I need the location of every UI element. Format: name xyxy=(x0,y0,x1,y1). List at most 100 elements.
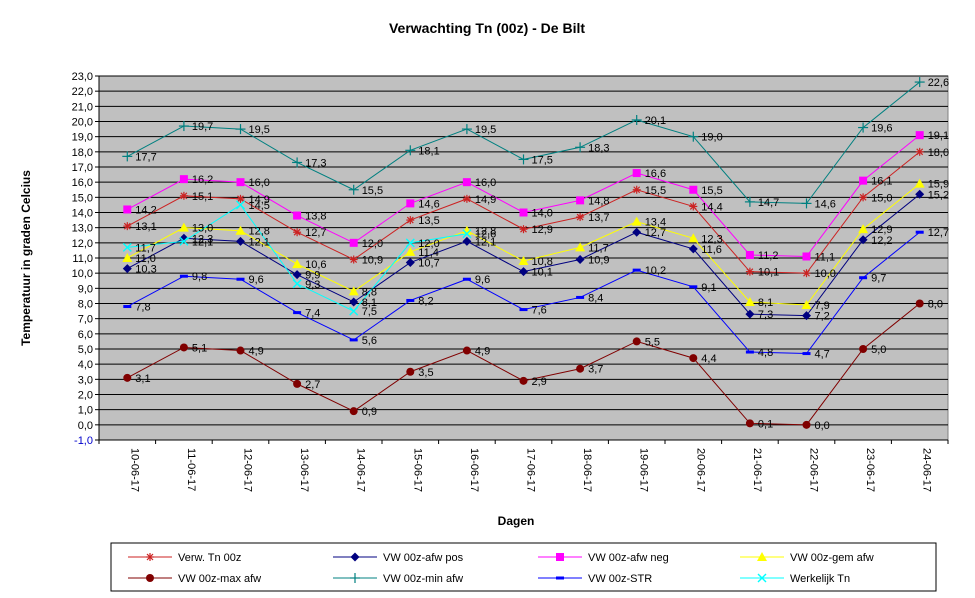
data-point-vw-00z-gem-afw xyxy=(292,259,303,269)
data-label-vw-00z-afw-pos: 10,1 xyxy=(532,267,553,279)
data-point-vw-00z-afw-neg xyxy=(293,211,302,220)
data-point-vw-00z-min-afw xyxy=(575,142,586,153)
data-label-vw-00z-gem-afw: 13,0 xyxy=(192,223,213,235)
data-point-vw-00z-afw-neg xyxy=(406,199,415,208)
data-label-vw-00z-afw-pos: 12,3 xyxy=(192,233,213,245)
x-tick-label: 18-06-17 xyxy=(581,448,593,492)
data-point-vw-00z-gem-afw xyxy=(122,253,133,262)
data-point-vw-00z-afw-pos xyxy=(519,267,528,277)
data-label-verw-tn-00z: 13,7 xyxy=(588,212,609,224)
data-label-vw-00z-afw-neg: 16,0 xyxy=(249,177,270,189)
data-label-verw-tn-00z: 10,9 xyxy=(362,255,383,267)
data-label-vw-00z-afw-pos: 12,2 xyxy=(871,235,892,247)
data-point-vw-00z-min-afw xyxy=(292,157,303,168)
data-point-vw-00z-gem-afw xyxy=(235,225,246,235)
data-point-vw-00z-gem-afw xyxy=(631,216,642,226)
x-tick-label: 24-06-17 xyxy=(921,448,933,492)
data-label-vw-00z-max-afw: 4,4 xyxy=(701,353,716,365)
data-label-werkelijk-tn: 7,5 xyxy=(362,306,377,318)
data-point-vw-00z-afw-pos xyxy=(575,255,585,265)
data-point-vw-00z-min-afw xyxy=(688,131,699,142)
data-point-vw-00z-min-afw xyxy=(348,184,359,195)
data-label-vw-00z-str: 7,6 xyxy=(532,305,547,317)
data-point-vw-00z-afw-neg xyxy=(859,176,868,185)
data-point-vw-00z-afw-pos xyxy=(745,309,755,319)
data-label-vw-00z-afw-neg: 16,2 xyxy=(192,174,213,186)
legend-entry-werkelijk-tn: Werkelijk Tn xyxy=(740,573,850,585)
data-label-vw-00z-afw-neg: 12,0 xyxy=(362,238,383,250)
data-point-vw-00z-str xyxy=(123,305,132,309)
data-point-vw-00z-min-afw xyxy=(178,121,189,132)
x-tick-label: 10-06-17 xyxy=(128,448,140,492)
data-label-vw-00z-afw-pos: 8,1 xyxy=(362,297,377,309)
data-label-vw-00z-gem-afw: 12,8 xyxy=(475,226,496,238)
data-label-vw-00z-str: 7,8 xyxy=(135,302,150,314)
data-point-vw-00z-max-afw xyxy=(123,373,132,382)
data-label-vw-00z-str: 9,6 xyxy=(249,274,264,286)
data-point-vw-00z-min-afw xyxy=(461,124,472,135)
data-label-vw-00z-str: 8,4 xyxy=(588,292,603,304)
data-point-vw-00z-max-afw xyxy=(859,345,868,353)
data-point-vw-00z-min-afw xyxy=(235,124,246,135)
series-verw-tn-00z xyxy=(123,147,924,278)
data-label-vw-00z-str: 4,7 xyxy=(815,349,830,361)
y-tick-label: 16,0 xyxy=(72,177,93,189)
data-point-vw-00z-afw-pos xyxy=(236,236,245,246)
data-label-vw-00z-afw-pos: 10,7 xyxy=(418,258,439,270)
legend-entry-vw-00z-str: VW 00z-STR xyxy=(538,573,652,585)
y-tick-label: 14,0 xyxy=(72,208,93,220)
chart-title: Verwachting Tn (00z) - De Bilt xyxy=(389,20,585,36)
y-tick-label: 9,0 xyxy=(78,283,93,295)
y-tick-label: 11,0 xyxy=(72,253,93,265)
data-point-vw-00z-gem-afw xyxy=(348,286,359,296)
data-point-verw-tn-00z xyxy=(576,213,585,222)
data-label-vw-00z-gem-afw: 8,1 xyxy=(758,297,773,309)
data-label-vw-00z-max-afw: 8,0 xyxy=(928,299,943,311)
data-point-verw-tn-00z xyxy=(745,267,754,276)
data-point-vw-00z-str xyxy=(802,352,811,356)
data-label-verw-tn-00z: 12,7 xyxy=(305,227,326,239)
data-label-vw-00z-gem-afw: 11,4 xyxy=(418,247,439,259)
legend-entry-vw-00z-min-afw: VW 00z-min afw xyxy=(333,573,463,585)
series-layer xyxy=(122,77,925,429)
data-label-vw-00z-str: 9,6 xyxy=(475,274,490,286)
legend-entry-vw-00z-afw-neg: VW 00z-afw neg xyxy=(538,552,669,564)
x-tick-label: 19-06-17 xyxy=(638,448,650,492)
data-point-vw-00z-afw-pos xyxy=(462,236,472,246)
data-point-vw-00z-gem-afw xyxy=(178,222,189,232)
legend xyxy=(110,542,937,592)
data-point-vw-00z-gem-afw xyxy=(858,224,869,234)
data-label-vw-00z-max-afw: 0,9 xyxy=(362,406,377,418)
y-tick-label: 20,0 xyxy=(72,117,93,129)
data-point-vw-00z-afw-neg xyxy=(632,169,641,178)
legend-label: Werkelijk Tn xyxy=(790,573,850,585)
data-label-vw-00z-min-afw: 19,6 xyxy=(871,123,892,135)
data-label-vw-00z-min-afw: 17,7 xyxy=(135,151,156,163)
legend-marker-werkelijk-tn xyxy=(757,573,767,583)
data-point-verw-tn-00z xyxy=(689,202,698,211)
data-label-vw-00z-afw-neg: 16,1 xyxy=(871,176,892,188)
data-label-verw-tn-00z: 10,0 xyxy=(815,268,836,280)
data-point-vw-00z-afw-neg xyxy=(123,205,132,214)
data-point-verw-tn-00z xyxy=(802,269,811,278)
data-point-vw-00z-afw-pos xyxy=(915,189,925,199)
x-tick-label: 17-06-17 xyxy=(525,448,537,492)
data-point-vw-00z-min-afw xyxy=(858,122,869,133)
data-point-vw-00z-afw-neg xyxy=(915,131,924,140)
y-tick-label: 18,0 xyxy=(72,147,93,159)
data-point-verw-tn-00z xyxy=(179,191,188,200)
data-point-werkelijk-tn xyxy=(462,229,472,239)
legend-marker-vw-00z-afw-pos xyxy=(350,552,360,562)
x-axis-ticks: 10-06-17 11-06-17 12-06-17 13-06-17 14-06-17… xyxy=(98,440,949,492)
data-label-vw-00z-afw-neg: 13,8 xyxy=(305,211,326,223)
data-point-vw-00z-min-afw xyxy=(122,151,133,162)
data-point-vw-00z-str xyxy=(519,308,528,312)
data-point-vw-00z-max-afw xyxy=(576,364,585,373)
data-label-vw-00z-afw-pos: 10,9 xyxy=(588,255,609,267)
data-label-vw-00z-max-afw: 5,5 xyxy=(645,336,660,348)
y-tick-label: 15,0 xyxy=(72,192,93,204)
y-tick-label: 13,0 xyxy=(72,223,93,235)
data-point-vw-00z-str xyxy=(462,277,471,281)
data-point-vw-00z-str xyxy=(745,350,754,354)
data-point-vw-00z-afw-neg xyxy=(462,178,471,187)
